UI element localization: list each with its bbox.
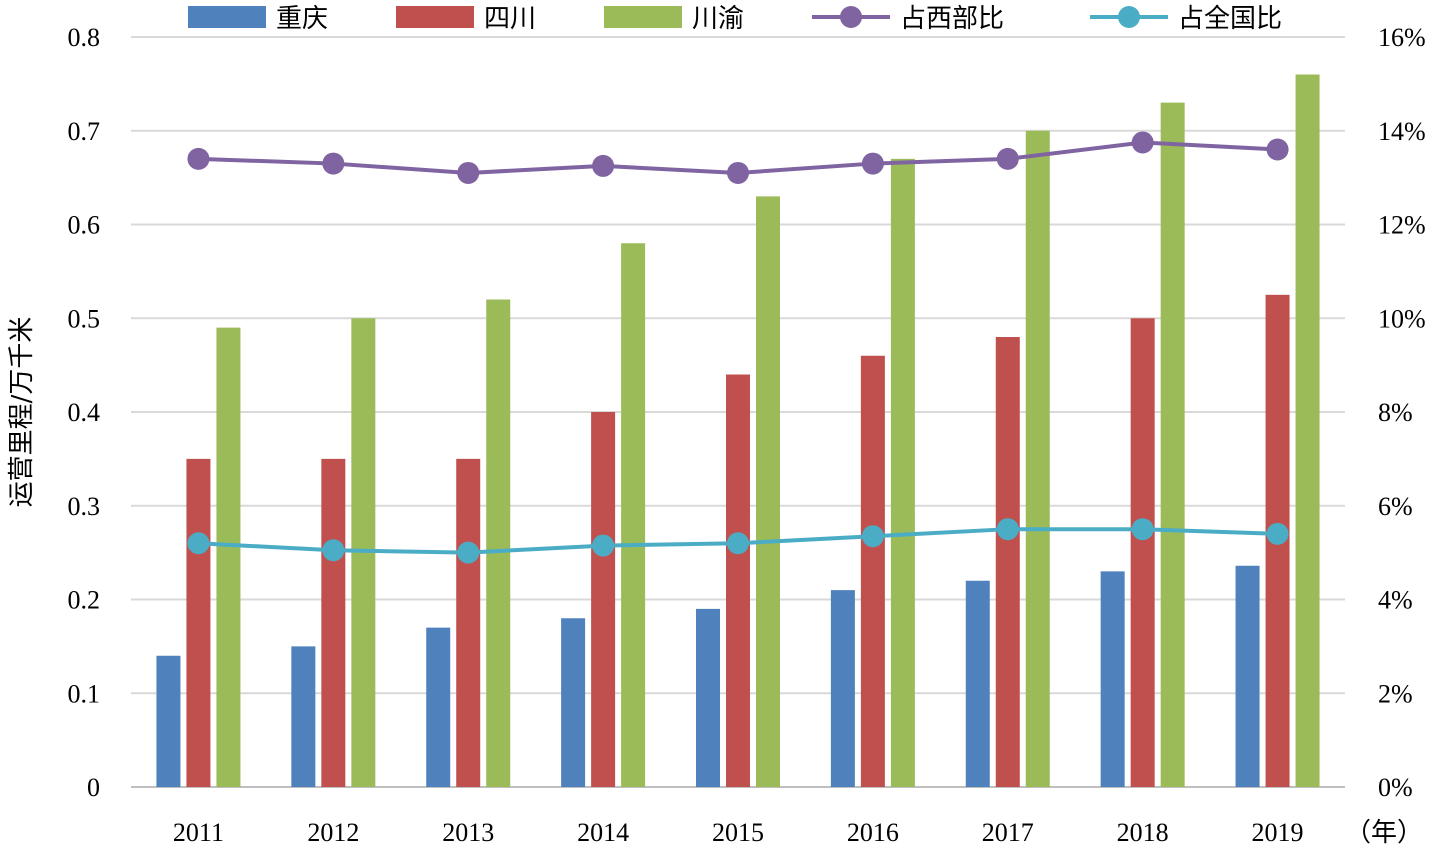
bar-重庆-2016 [830, 590, 855, 787]
point-占全国比-2016 [861, 525, 884, 548]
bar-重庆-2013 [426, 627, 451, 787]
y-tick-label-right: 10% [1378, 304, 1426, 333]
y-tick-label-right: 14% [1378, 117, 1426, 146]
y-tick-label-left: 0.4 [68, 398, 101, 427]
point-占西部比-2018 [1131, 131, 1154, 154]
legend-swatch-川渝 [604, 6, 682, 28]
y-tick-label-left: 0.8 [68, 23, 101, 52]
bar-重庆-2011 [156, 655, 181, 787]
bar-四川-2016 [860, 355, 885, 787]
bar-川渝-2016 [890, 158, 915, 787]
y-tick-label-right: 0% [1378, 773, 1413, 802]
x-axis-unit-label: （年） [1345, 818, 1423, 847]
bar-四川-2014 [591, 412, 616, 787]
legend-marker-占西部比 [840, 6, 862, 28]
x-tick-label: 2012 [307, 818, 359, 847]
x-tick-label: 2014 [577, 818, 629, 847]
point-占全国比-2015 [727, 532, 749, 555]
point-占西部比-2013 [457, 161, 480, 184]
bar-重庆-2019 [1235, 565, 1260, 787]
y-tick-label-left: 0 [87, 773, 100, 802]
bar-重庆-2018 [1100, 571, 1125, 787]
bar-川渝-2018 [1160, 102, 1185, 787]
y-tick-label-right: 4% [1378, 586, 1413, 615]
y-tick-label-left: 0.6 [68, 211, 101, 240]
y-tick-label-left: 0.1 [68, 679, 101, 708]
legend-swatch-重庆 [188, 6, 266, 28]
bar-川渝-2015 [756, 196, 780, 787]
line-series [187, 131, 1289, 564]
x-tick-label: 2015 [712, 818, 764, 847]
point-占全国比-2014 [592, 534, 615, 557]
point-占西部比-2014 [592, 154, 615, 177]
x-tick-label: 2017 [982, 818, 1034, 847]
y-tick-label-right: 8% [1378, 398, 1413, 427]
point-占西部比-2017 [996, 147, 1019, 170]
point-占全国比-2012 [322, 539, 345, 562]
bar-川渝-2017 [1025, 130, 1050, 787]
y-tick-label-right: 6% [1378, 492, 1413, 521]
x-tick-label: 2016 [847, 818, 899, 847]
x-tick-label: 2013 [442, 818, 494, 847]
bar-川渝-2011 [216, 327, 241, 787]
x-tick-label: 2018 [1117, 818, 1169, 847]
legend: 重庆 四川 川渝 占西部比 占全国比 [188, 4, 1282, 34]
point-占西部比-2016 [861, 152, 884, 175]
y-tick-label-left: 0.2 [68, 586, 101, 615]
bar-四川-2012 [321, 458, 346, 787]
y-tick-label-right: 12% [1378, 211, 1426, 240]
axes: 0 0% 0.1 2% 0.2 4% 0.3 6% 0.4 8% 0.5 10% 0.6 12% 0.7 14… [68, 23, 1426, 847]
bar-重庆-2012 [291, 646, 316, 787]
legend-label-重庆: 重庆 [276, 4, 328, 34]
bar-四川-2017 [995, 337, 1020, 787]
y-tick-label-left: 0.7 [68, 117, 101, 146]
y-tick-label-right: 2% [1378, 679, 1413, 708]
bar-川渝-2013 [486, 299, 511, 787]
bar-四川-2015 [726, 374, 750, 787]
legend-label-占西部比: 占西部比 [900, 4, 1004, 34]
bar-重庆-2015 [696, 608, 720, 787]
point-占西部比-2019 [1266, 138, 1289, 161]
bar-四川-2018 [1130, 318, 1155, 787]
point-占西部比-2011 [187, 147, 210, 170]
y-tick-label-left: 0.5 [68, 304, 101, 333]
point-占西部比-2015 [727, 161, 749, 184]
legend-label-四川: 四川 [484, 4, 536, 34]
bar-川渝-2014 [621, 243, 646, 787]
bar-重庆-2014 [561, 618, 586, 787]
point-占西部比-2012 [322, 152, 345, 175]
y-axis-title: 运营里程/万千米 [7, 317, 37, 508]
legend-swatch-四川 [396, 6, 474, 28]
bar-四川-2011 [186, 458, 211, 787]
y-tick-label-right: 16% [1378, 23, 1426, 52]
point-占全国比-2017 [996, 518, 1019, 541]
x-tick-label: 2019 [1252, 818, 1304, 847]
x-tick-label: 2011 [173, 818, 224, 847]
point-占全国比-2019 [1266, 522, 1289, 545]
legend-marker-占全国比 [1118, 6, 1140, 28]
bar-川渝-2019 [1295, 74, 1320, 787]
bar-重庆-2017 [965, 580, 990, 787]
legend-label-川渝: 川渝 [692, 4, 744, 34]
bar-四川-2013 [456, 458, 481, 787]
legend-label-占全国比: 占全国比 [1178, 4, 1282, 34]
y-tick-label-left: 0.3 [68, 492, 101, 521]
point-占全国比-2013 [457, 541, 480, 564]
point-占全国比-2018 [1131, 518, 1154, 541]
point-占全国比-2011 [187, 532, 210, 555]
